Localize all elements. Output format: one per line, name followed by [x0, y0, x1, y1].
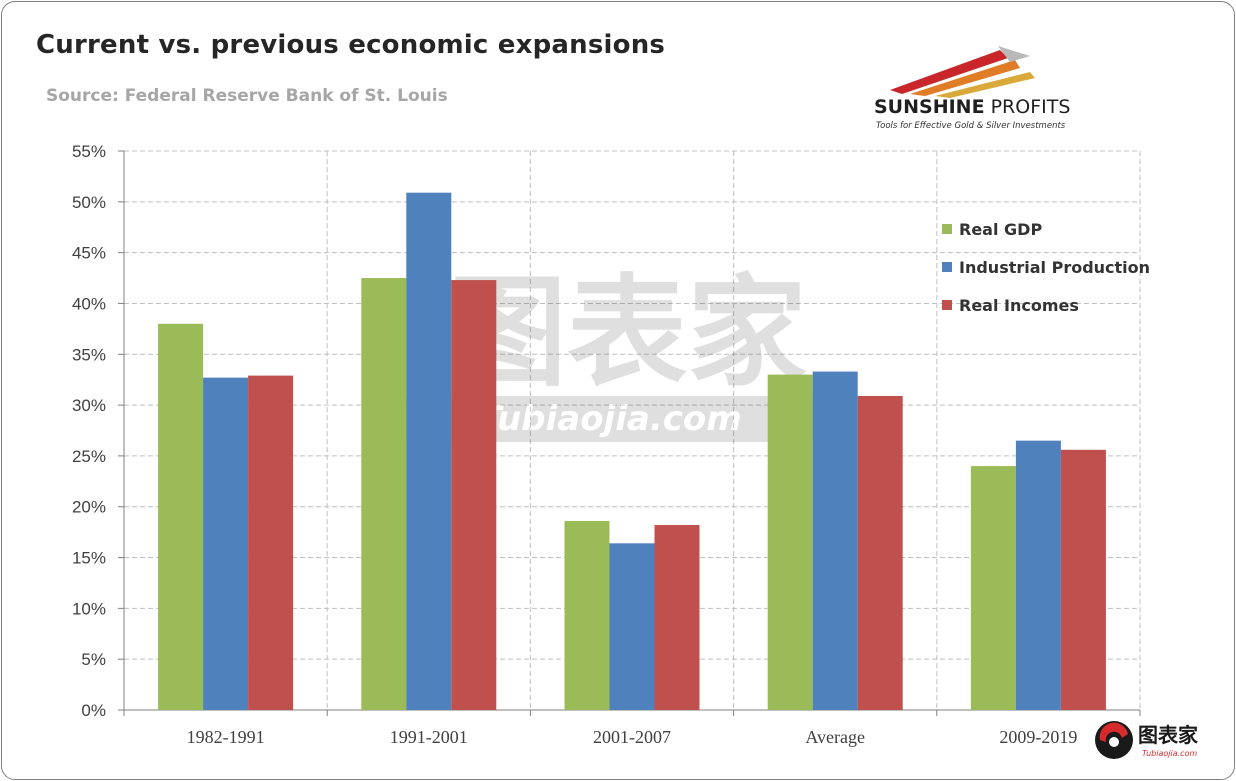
bar — [609, 543, 655, 710]
logo-name-bold: SUNSHINE — [874, 96, 985, 118]
watermark-corner-chars: 图表家 — [1138, 723, 1199, 747]
bar — [158, 323, 204, 710]
chart-subtitle: Source: Federal Reserve Bank of St. Loui… — [46, 86, 448, 106]
corner-watermark: 图表家 Tubiaojia.com — [1092, 718, 1232, 762]
logo-name-rest: PROFITS — [984, 96, 1071, 118]
bar — [564, 520, 610, 710]
y-tick-label: 40% — [72, 294, 106, 313]
watermark-center-latin: Tubiaojia.com — [478, 399, 741, 439]
y-tick-label: 15% — [72, 549, 106, 568]
legend-label: Real GDP — [959, 220, 1042, 239]
bar — [406, 192, 452, 711]
bar — [970, 466, 1016, 710]
y-tick-label: 5% — [81, 650, 106, 669]
legend-swatch — [942, 262, 952, 272]
logo-wings-icon — [890, 46, 1035, 98]
x-tick-label: 2001-2007 — [593, 727, 671, 747]
y-tick-label: 0% — [81, 701, 106, 720]
legend-swatch — [942, 300, 952, 310]
x-tick-label: 2009-2019 — [999, 727, 1077, 747]
sunshine-profits-logo: SUNSHINE PROFITS Tools for Effective Gol… — [860, 18, 1162, 140]
bar — [361, 278, 407, 710]
bar — [203, 377, 249, 710]
logo-name: SUNSHINE PROFITS — [874, 96, 1070, 118]
x-tick-label: Average — [805, 727, 865, 747]
bar — [1060, 449, 1106, 710]
bar — [812, 371, 858, 710]
bar — [451, 280, 497, 710]
y-tick-label: 50% — [72, 193, 106, 212]
bar — [248, 375, 294, 710]
logo-tagline: Tools for Effective Gold & Silver Invest… — [876, 121, 1066, 131]
bar — [857, 395, 903, 710]
watermark-corner-latin: Tubiaojia.com — [1142, 749, 1197, 758]
legend-label: Real Incomes — [959, 296, 1079, 315]
chart-title: Current vs. previous economic expansions — [36, 30, 666, 60]
x-tick-label: 1982-1991 — [187, 727, 265, 747]
legend-swatch — [942, 224, 952, 234]
legend-label: Industrial Production — [959, 258, 1150, 277]
y-tick-label: 10% — [72, 599, 106, 618]
x-tick-label: 1991-2001 — [390, 727, 468, 747]
watermark-logo-icon: 图表家 Tubiaojia.com — [1095, 721, 1199, 759]
bar — [654, 525, 700, 710]
y-tick-label: 30% — [72, 396, 106, 415]
watermark-center-chars: 图表家 — [447, 264, 807, 403]
bar — [767, 374, 813, 710]
bar — [1015, 440, 1061, 710]
y-tick-label: 20% — [72, 498, 106, 517]
y-tick-label: 55% — [72, 142, 106, 161]
y-tick-label: 25% — [72, 447, 106, 466]
y-tick-label: 35% — [72, 345, 106, 364]
y-tick-label: 45% — [72, 244, 106, 263]
